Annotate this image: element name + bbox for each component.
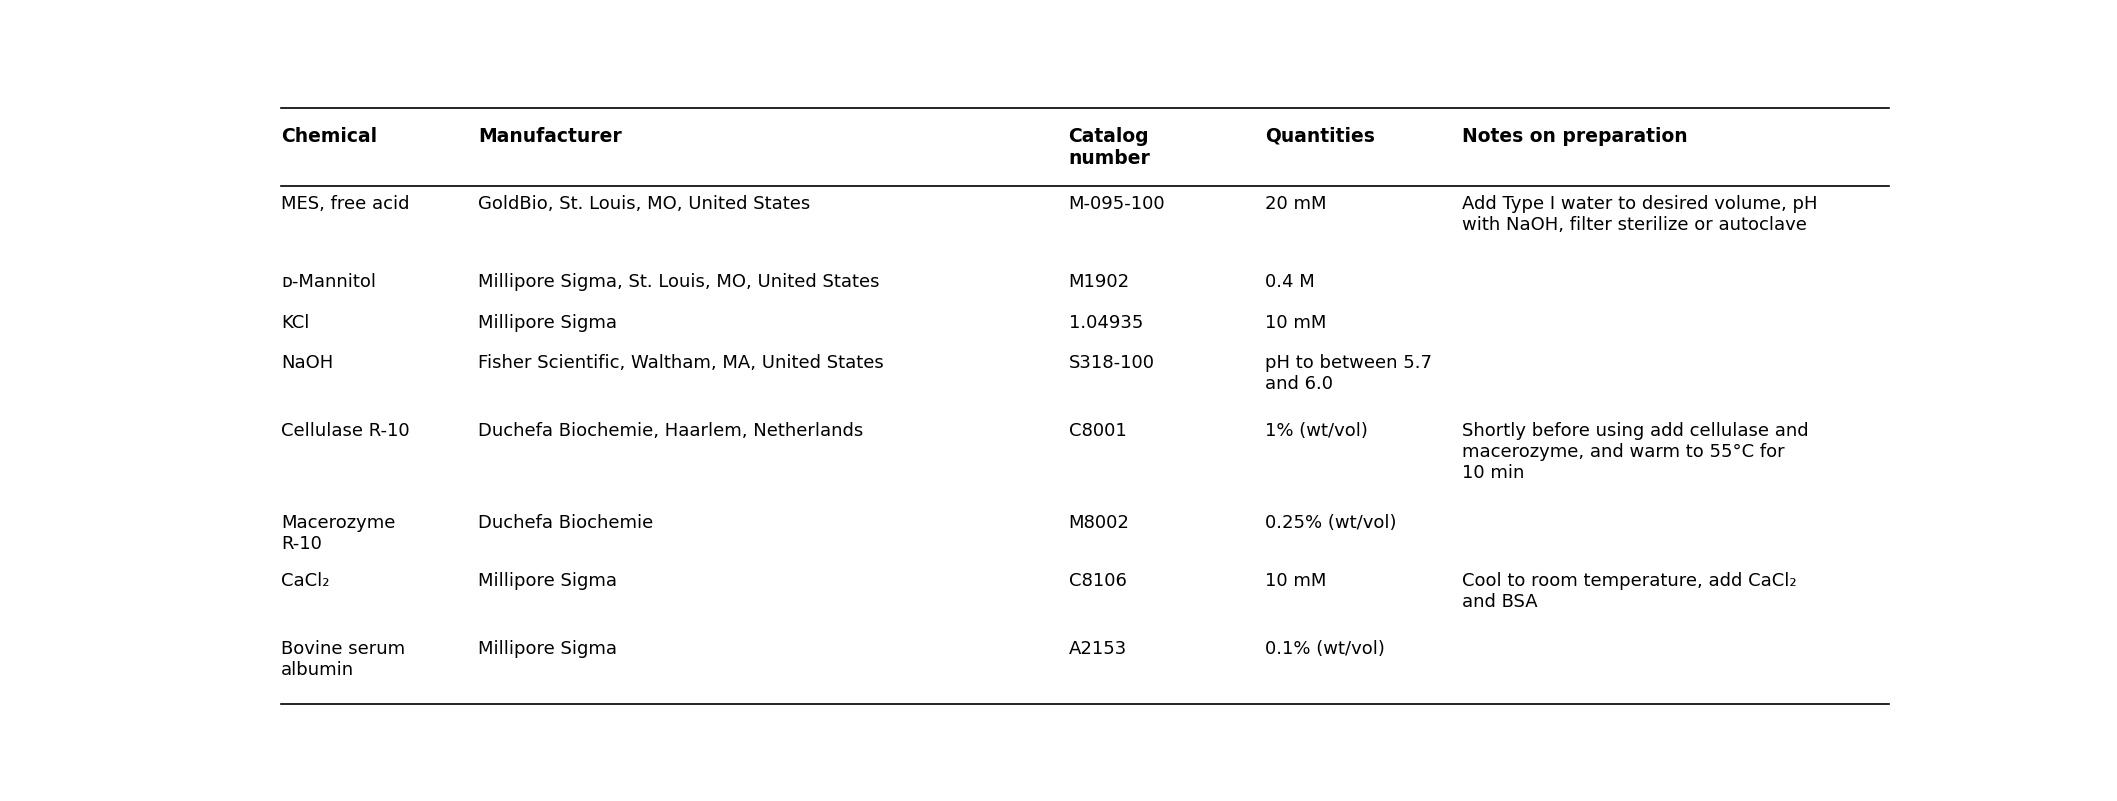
Text: 0.1% (wt/vol): 0.1% (wt/vol): [1266, 640, 1385, 658]
Text: 1% (wt/vol): 1% (wt/vol): [1266, 422, 1368, 441]
Text: M1902: M1902: [1069, 273, 1130, 291]
Text: Add Type I water to desired volume, pH
with NaOH, filter sterilize or autoclave: Add Type I water to desired volume, pH w…: [1463, 195, 1819, 234]
Text: GoldBio, St. Louis, MO, United States: GoldBio, St. Louis, MO, United States: [478, 195, 811, 213]
Text: KCl: KCl: [282, 314, 309, 332]
Text: ᴅ-Mannitol: ᴅ-Mannitol: [282, 273, 377, 291]
Text: Catalog
number: Catalog number: [1069, 127, 1150, 168]
Text: 1.04935: 1.04935: [1069, 314, 1143, 332]
Text: MES, free acid: MES, free acid: [282, 195, 409, 213]
Text: 0.4 M: 0.4 M: [1266, 273, 1315, 291]
Text: Notes on preparation: Notes on preparation: [1463, 127, 1687, 146]
Text: Fisher Scientific, Waltham, MA, United States: Fisher Scientific, Waltham, MA, United S…: [478, 354, 883, 372]
Text: 0.25% (wt/vol): 0.25% (wt/vol): [1266, 514, 1397, 532]
Text: Shortly before using add cellulase and
macerozyme, and warm to 55°C for
10 min: Shortly before using add cellulase and m…: [1463, 422, 1808, 482]
Text: Cool to room temperature, add CaCl₂
and BSA: Cool to room temperature, add CaCl₂ and …: [1463, 572, 1797, 610]
Text: Macerozyme
R-10: Macerozyme R-10: [282, 514, 396, 553]
Text: 10 mM: 10 mM: [1266, 572, 1327, 590]
Text: Bovine serum
albumin: Bovine serum albumin: [282, 640, 404, 678]
Text: NaOH: NaOH: [282, 354, 332, 372]
Text: pH to between 5.7
and 6.0: pH to between 5.7 and 6.0: [1266, 354, 1433, 393]
Text: M8002: M8002: [1069, 514, 1130, 532]
Text: Duchefa Biochemie: Duchefa Biochemie: [478, 514, 654, 532]
Text: S318-100: S318-100: [1069, 354, 1154, 372]
Text: Millipore Sigma, St. Louis, MO, United States: Millipore Sigma, St. Louis, MO, United S…: [478, 273, 879, 291]
Text: M-095-100: M-095-100: [1069, 195, 1164, 213]
Text: CaCl₂: CaCl₂: [282, 572, 330, 590]
Text: Millipore Sigma: Millipore Sigma: [478, 640, 616, 658]
Text: Duchefa Biochemie, Haarlem, Netherlands: Duchefa Biochemie, Haarlem, Netherlands: [478, 422, 864, 441]
Text: 10 mM: 10 mM: [1266, 314, 1327, 332]
Text: Cellulase R-10: Cellulase R-10: [282, 422, 411, 441]
Text: Millipore Sigma: Millipore Sigma: [478, 314, 616, 332]
Text: C8106: C8106: [1069, 572, 1126, 590]
Text: Millipore Sigma: Millipore Sigma: [478, 572, 616, 590]
Text: 20 mM: 20 mM: [1266, 195, 1327, 213]
Text: C8001: C8001: [1069, 422, 1126, 441]
Text: Manufacturer: Manufacturer: [478, 127, 622, 146]
Text: Chemical: Chemical: [282, 127, 377, 146]
Text: A2153: A2153: [1069, 640, 1126, 658]
Text: Quantities: Quantities: [1266, 127, 1376, 146]
